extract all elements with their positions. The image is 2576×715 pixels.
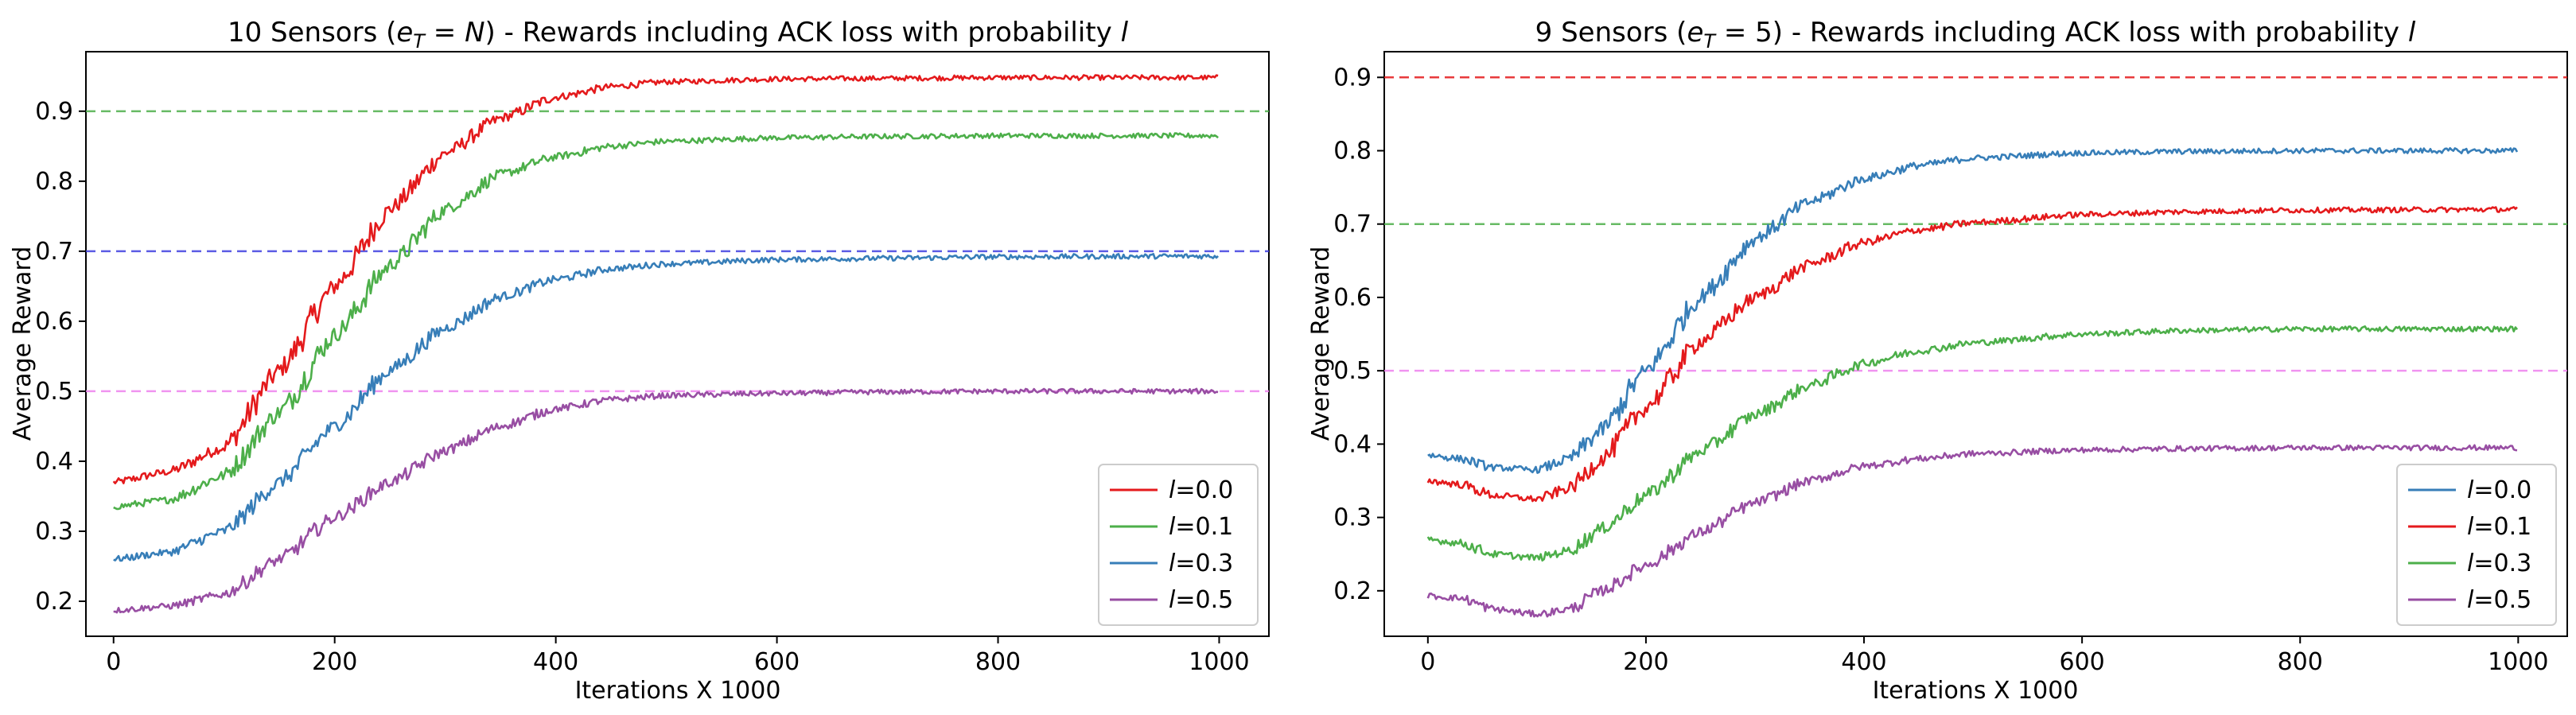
chart-right-series-2 [1426,325,2519,562]
chart-right-plot-area [1383,51,2568,637]
chart-left-series-0 [112,74,1219,484]
chart-right-xlabel: Iterations X 1000 [1873,677,2079,705]
chart-right-ytick-label: 0.4 [1333,430,1372,458]
chart-left-xlabel: Iterations X 1000 [575,677,781,705]
chart-left-legend: l=0.0 l=0.1 l=0.3 l=0.5 [1098,464,1259,626]
chart-right-legend-label-2: l=0.3 [2467,550,2531,577]
chart-right-ytick-label: 0.6 [1333,284,1372,312]
chart-left: 10 Sensors (eT = N) - Rewards including … [9,17,1270,705]
chart-left-series-2 [113,253,1220,562]
chart-left-title: 10 Sensors (eT = N) - Rewards including … [228,17,1129,52]
chart-left-xtick-label: 200 [312,648,357,676]
chart-left-legend-label-1: l=0.1 [1169,513,1233,541]
chart-left-series-1 [113,132,1219,511]
chart-left-legend-label-0: l=0.0 [1169,476,1233,504]
chart-left-ytick-label: 0.8 [35,168,73,196]
chart-right-ytick-label: 0.2 [1333,577,1372,605]
chart-right-xtick-label: 0 [1420,648,1435,676]
chart-right-ylabel: Average Reward [1307,247,1335,441]
chart-right-xtick-label: 200 [1623,648,1668,676]
chart-left-xtick-label: 0 [106,648,121,676]
chart-right-series [1426,147,2519,618]
chart-left-ytick-label: 0.2 [35,588,73,616]
chart-right-legend: l=0.0 l=0.1 l=0.3 l=0.5 [2396,464,2557,626]
chart-left-ytick-label: 0.3 [35,518,73,546]
chart-right-ytick-label: 0.5 [1333,357,1372,385]
chart-left-xtick-label: 400 [533,648,578,676]
chart-right-ytick-label: 0.8 [1333,137,1372,165]
chart-right-ytick-label: 0.7 [1333,211,1372,239]
chart-left-hlines [86,110,1269,393]
chart-left-ylabel: Average Reward [9,247,37,441]
chart-right-legend-label-3: l=0.5 [2467,586,2531,614]
chart-right: 9 Sensors (eT = 5) - Rewards including A… [1307,17,2568,705]
chart-right-x-ticks: 0 200 400 600 800 1000 [1420,636,2549,676]
chart-right-xtick-label: 600 [2059,648,2104,676]
chart-left-xtick-label: 1000 [1189,648,1249,676]
chart-right-legend-label-1: l=0.1 [2467,513,2531,541]
chart-left-series [112,74,1220,614]
chart-left-series-3 [113,387,1219,614]
chart-right-xtick-label: 800 [2278,648,2323,676]
chart-left-ytick-label: 0.6 [35,308,73,336]
chart-left-plot-area [85,51,1270,637]
chart-right-xtick-label: 1000 [2488,648,2548,676]
chart-left-y-ticks: 0.2 0.3 0.4 0.5 0.6 0.7 0.8 0.9 [35,98,86,616]
chart-left-ytick-label: 0.4 [35,448,73,476]
chart-right-legend-box [2396,464,2557,626]
chart-left-ytick-label: 0.5 [35,378,73,406]
chart-right-xtick-label: 400 [1841,648,1886,676]
chart-right-ytick-label: 0.9 [1333,64,1372,91]
chart-left-xtick-label: 800 [975,648,1021,676]
chart-right-y-ticks: 0.2 0.3 0.4 0.5 0.6 0.7 0.8 0.9 [1333,64,1384,605]
chart-left-legend-label-2: l=0.3 [1169,550,1233,577]
chart-right-series-1 [1426,206,2518,503]
chart-left-legend-box [1098,464,1259,626]
chart-right-hlines [1384,76,2567,372]
chart-left-ytick-label: 0.9 [35,98,73,126]
chart-right-ytick-label: 0.3 [1333,504,1372,532]
chart-right-title: 9 Sensors (eT = 5) - Rewards including A… [1535,17,2416,52]
chart-right-series-3 [1426,444,2518,618]
chart-left-ytick-label: 0.7 [35,238,73,266]
chart-left-x-ticks: 0 200 400 600 800 1000 [106,636,1250,676]
chart-left-xtick-label: 600 [754,648,800,676]
chart-right-series-0 [1427,147,2519,474]
chart-right-legend-label-0: l=0.0 [2467,476,2531,504]
chart-left-legend-label-3: l=0.5 [1169,586,1233,614]
